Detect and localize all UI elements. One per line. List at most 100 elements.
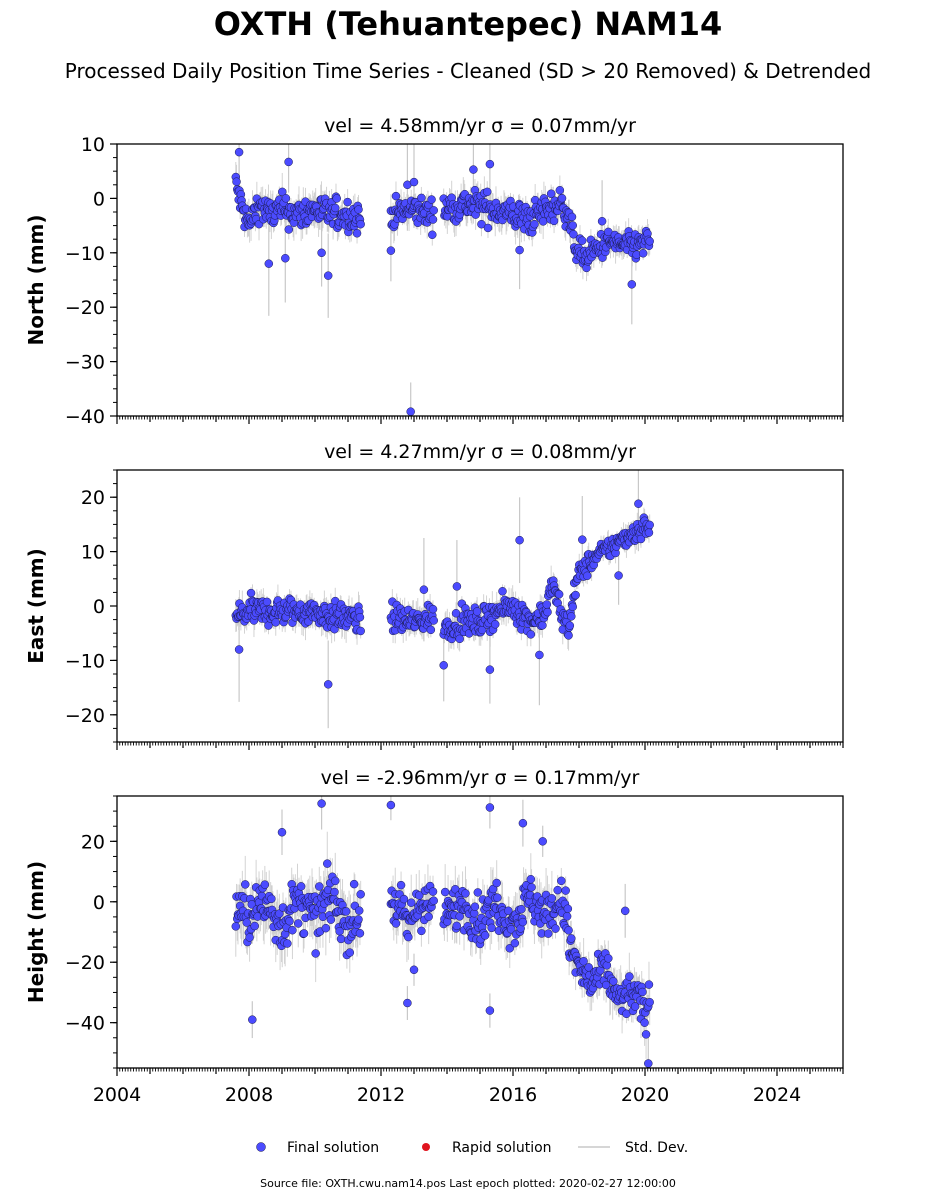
data-point [326, 915, 336, 924]
data-point [345, 948, 355, 957]
data-point [399, 894, 409, 904]
data-point [579, 957, 588, 966]
data-point [538, 621, 547, 630]
data-point [530, 219, 539, 229]
data-point [493, 893, 502, 902]
x-tick-label: 2004 [93, 1084, 141, 1106]
y-tick-label: 0 [93, 596, 105, 618]
data-point [602, 961, 612, 970]
data-point [604, 954, 613, 963]
y-tick-label: −20 [65, 952, 105, 974]
outlier-point [644, 1059, 653, 1068]
outlier-point [403, 998, 412, 1008]
data-point [461, 889, 470, 898]
data-point [404, 932, 413, 942]
plot-area [231, 470, 654, 729]
data-point [356, 890, 365, 899]
x-axis-ticks [116, 416, 844, 424]
data-point [414, 891, 424, 900]
outlier-point [248, 1015, 257, 1024]
data-point [428, 215, 438, 224]
y-tick-label: −40 [65, 406, 105, 428]
y-tick-label: 20 [81, 487, 105, 509]
final-solution-points [231, 499, 654, 689]
data-point [231, 922, 241, 931]
outlier-point [485, 803, 495, 812]
data-point [406, 898, 416, 907]
data-point [428, 604, 438, 614]
data-point [526, 630, 536, 639]
outlier-point [409, 965, 419, 975]
data-point [567, 934, 576, 943]
outlier-point [578, 535, 587, 544]
y-tick-label: −10 [65, 243, 105, 265]
data-point [640, 1018, 649, 1027]
outlier-point [409, 177, 419, 187]
data-point [506, 925, 516, 934]
outlier-point [234, 645, 244, 654]
data-point [644, 980, 654, 989]
figure-title: OXTH (Tehuantepec) NAM14 [214, 5, 723, 43]
data-point [538, 217, 548, 226]
data-point [546, 189, 556, 198]
legend-item-final: Final solution [256, 1140, 379, 1156]
data-point [311, 949, 320, 958]
x-axis-ticks [116, 742, 844, 750]
data-point [473, 888, 483, 897]
data-point [299, 929, 309, 938]
outlier-point [627, 280, 637, 289]
data-point [330, 887, 339, 897]
legend-item-stddev: Std. Dev. [578, 1140, 688, 1156]
data-point [583, 571, 592, 581]
data-point [483, 187, 492, 197]
data-point [638, 987, 647, 997]
outlier-point [469, 165, 478, 174]
data-point [470, 902, 480, 911]
data-point [341, 907, 351, 916]
data-point [562, 912, 572, 921]
data-point [567, 612, 576, 621]
data-point [517, 904, 526, 914]
data-point [232, 177, 241, 186]
y-tick-label: 0 [93, 188, 105, 210]
legend-stddev-label: Std. Dev. [625, 1140, 688, 1156]
data-point [636, 534, 646, 544]
data-point [561, 886, 570, 895]
data-point [543, 607, 552, 617]
outlier-point [323, 680, 333, 689]
data-point [630, 1002, 640, 1011]
data-point [645, 997, 654, 1007]
data-point [472, 607, 482, 616]
outlier-point [406, 407, 415, 416]
data-point [645, 520, 654, 530]
y-axis-label: North (mm) [24, 214, 48, 345]
data-point [285, 916, 294, 926]
y-axis-label: East (mm) [24, 548, 48, 664]
outlier-point [386, 246, 396, 255]
data-point [332, 194, 341, 203]
data-point [391, 919, 401, 928]
outlier-point [597, 216, 607, 226]
data-point [625, 972, 634, 981]
data-point [356, 219, 365, 229]
data-point [260, 880, 270, 889]
legend-item-rapid: Rapid solution [422, 1140, 552, 1156]
y-tick-label: −30 [65, 352, 105, 374]
data-point [355, 929, 365, 938]
data-point [284, 225, 294, 234]
outlier-point [317, 248, 326, 258]
data-point [354, 906, 364, 915]
data-point [568, 602, 577, 612]
source-note: Source file: OXTH.cwu.nam14.pos Last epo… [260, 1177, 676, 1190]
data-point [555, 186, 565, 195]
data-point [283, 939, 292, 948]
data-point [542, 600, 552, 609]
outlier-point [264, 259, 274, 268]
data-point [557, 876, 566, 886]
data-point [596, 966, 605, 975]
data-point [296, 882, 306, 891]
outlier-point [614, 571, 623, 580]
x-tick-label: 2016 [489, 1084, 537, 1106]
data-point [557, 193, 567, 203]
